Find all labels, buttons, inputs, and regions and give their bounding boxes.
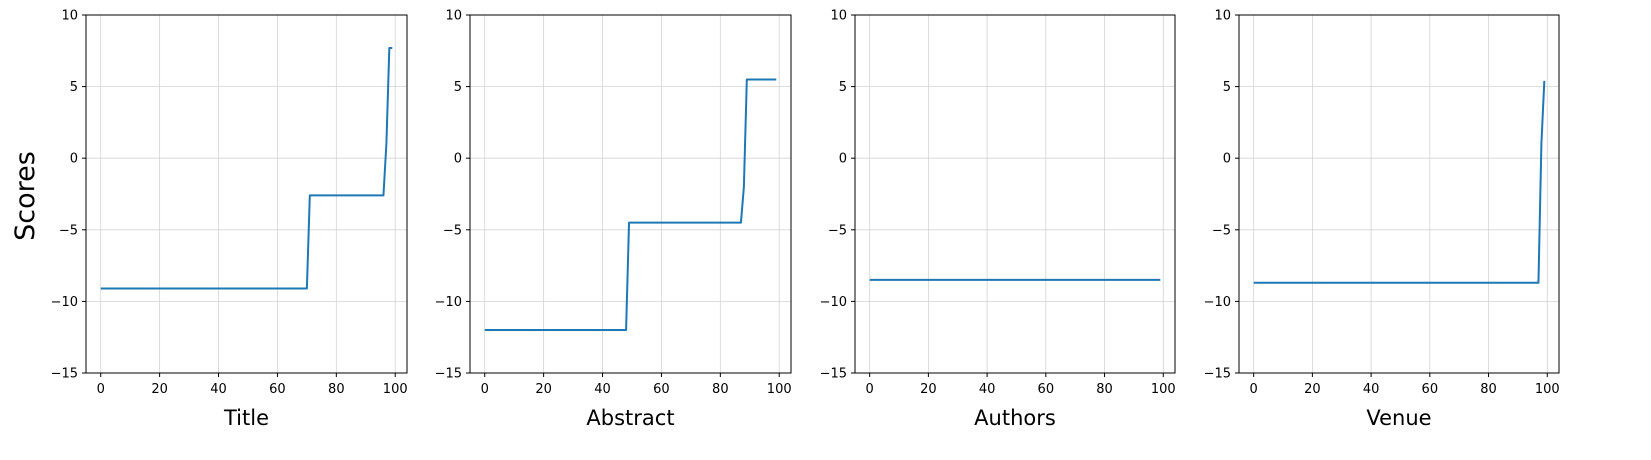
x-tick-label: 100 <box>1535 382 1560 397</box>
x-tick-label: 0 <box>97 382 105 397</box>
y-tick-label: −15 <box>1204 367 1231 382</box>
series-line-1 <box>484 78 777 332</box>
y-tick-label: −5 <box>443 223 462 238</box>
y-tick-label: −10 <box>820 295 847 310</box>
y-tick-label: 0 <box>1223 152 1231 167</box>
y-tick-label: 5 <box>454 80 462 95</box>
x-tick-label: 40 <box>594 382 611 397</box>
subplot-3: 0 20 40 60 80 100 −15 −10 −5 0 5 10 Authors <box>820 9 1176 431</box>
y-tick-label: 10 <box>61 9 78 24</box>
y-tick-label: 0 <box>454 152 462 167</box>
x-tick-label: 60 <box>1038 382 1055 397</box>
x-tick-label: 60 <box>1422 382 1439 397</box>
x-tick-label: 40 <box>979 382 996 397</box>
y-tick-label: −5 <box>1212 223 1231 238</box>
x-axis-label: Venue <box>1366 406 1431 430</box>
y-tick-label: 10 <box>830 9 847 24</box>
x-tick-label: 0 <box>1250 382 1258 397</box>
x-tick-label: 100 <box>383 382 408 397</box>
x-tick-label: 40 <box>1363 382 1380 397</box>
x-tick-label: 40 <box>210 382 227 397</box>
series-line-1 <box>1253 80 1546 284</box>
x-tick-label: 80 <box>1096 382 1113 397</box>
y-tick-label: −10 <box>51 295 78 310</box>
y-tick-label: −10 <box>435 295 462 310</box>
x-tick-label: 60 <box>653 382 670 397</box>
x-tick-label: 80 <box>328 382 345 397</box>
y-tick-label: −5 <box>59 223 78 238</box>
subplot-2: 0 20 40 60 80 100 −15 −10 −5 0 5 10 Abstract <box>435 9 792 431</box>
y-tick-label: −5 <box>828 223 847 238</box>
subplot-4: 0 20 40 60 80 100 −15 −10 −5 0 5 10 Venue <box>1204 9 1560 431</box>
y-tick-label: −15 <box>51 367 78 382</box>
axes-frame <box>85 14 408 374</box>
y-tick-label: 10 <box>445 9 462 24</box>
x-tick-label: 100 <box>767 382 792 397</box>
x-tick-label: 0 <box>866 382 874 397</box>
y-tick-label: −15 <box>435 367 462 382</box>
y-tick-label: 0 <box>70 152 78 167</box>
x-axis-label: Authors <box>974 406 1056 430</box>
x-tick-label: 20 <box>920 382 937 397</box>
x-tick-label: 80 <box>712 382 729 397</box>
x-tick-label: 20 <box>535 382 552 397</box>
x-axis-label: Title <box>223 406 269 430</box>
x-tick-label: 100 <box>1151 382 1176 397</box>
series-line-1 <box>100 46 393 290</box>
y-tick-label: −10 <box>1204 295 1231 310</box>
y-tick-label: −15 <box>820 367 847 382</box>
axes-frame <box>1238 14 1560 374</box>
x-tick-label: 0 <box>481 382 489 397</box>
x-tick-label: 20 <box>151 382 168 397</box>
x-tick-label: 60 <box>269 382 286 397</box>
y-tick-label: 5 <box>839 80 847 95</box>
x-tick-label: 20 <box>1304 382 1321 397</box>
x-axis-label: Abstract <box>586 406 674 430</box>
y-tick-label: 5 <box>1223 80 1231 95</box>
axes-frame <box>469 14 792 374</box>
subplot-1: 0 20 40 60 80 100 −15 −10 −5 0 5 10 Title <box>51 9 408 431</box>
x-tick-label: 80 <box>1480 382 1497 397</box>
y-tick-label: 5 <box>70 80 78 95</box>
y-tick-label: 0 <box>839 152 847 167</box>
y-axis-label: Scores <box>10 151 41 241</box>
y-tick-label: 10 <box>1214 9 1231 24</box>
axes-frame <box>854 14 1176 374</box>
